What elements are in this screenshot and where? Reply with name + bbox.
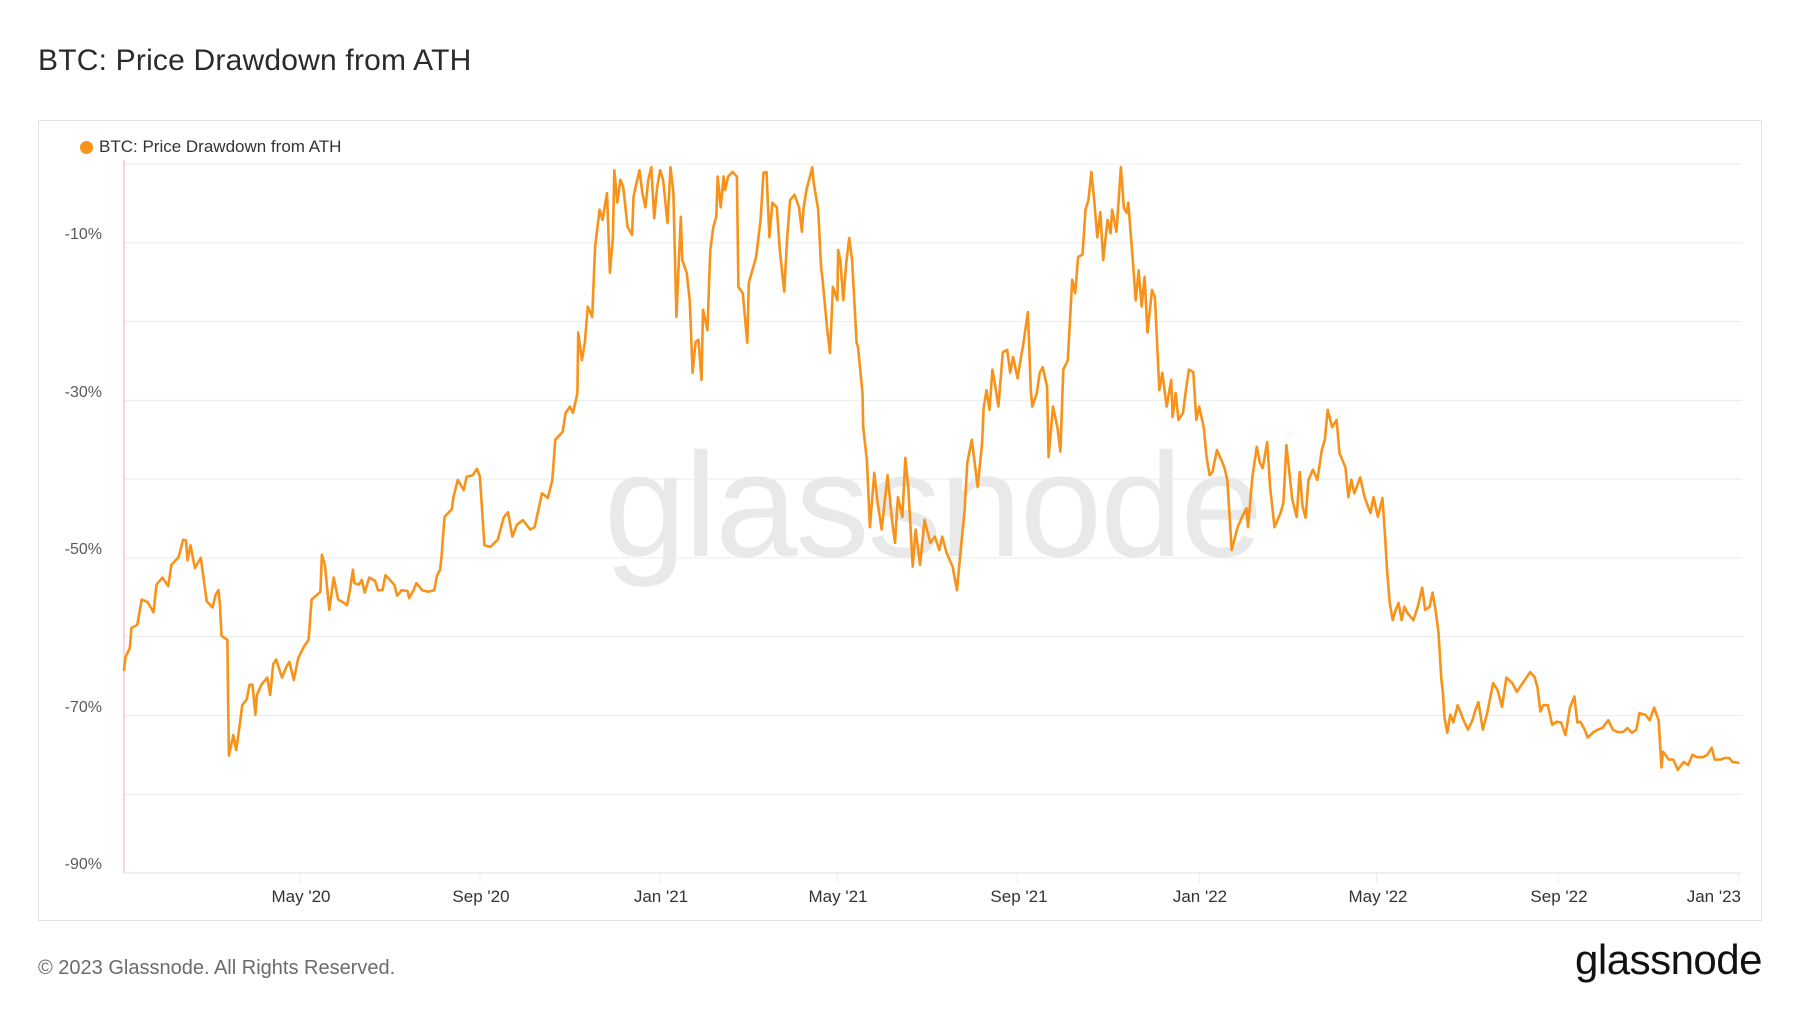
x-tick-label: Sep '20: [452, 887, 510, 906]
legend-item[interactable]: BTC: Price Drawdown from ATH: [80, 137, 341, 157]
x-tick-label: May '20: [271, 887, 331, 906]
x-tick-label: May '22: [1348, 887, 1408, 906]
page-title: BTC: Price Drawdown from ATH: [38, 44, 472, 77]
y-tick-label: -30%: [64, 384, 102, 401]
y-tick-label: -70%: [64, 699, 102, 716]
x-tick-label: Jan '22: [1172, 887, 1228, 906]
y-tick-label: -50%: [64, 541, 102, 558]
y-tick-label: -10%: [64, 226, 102, 243]
x-tick-label: May '21: [808, 887, 868, 906]
y-tick-label: -90%: [64, 856, 102, 873]
legend-dot-icon: [80, 140, 93, 154]
gridlines: [124, 163, 1742, 795]
copyright-text: © 2023 Glassnode. All Rights Reserved.: [38, 957, 396, 979]
x-tick-label: Jan '23: [1686, 887, 1741, 906]
legend-label: BTC: Price Drawdown from ATH: [99, 137, 342, 156]
glassnode-logo[interactable]: glassnode: [1575, 936, 1762, 983]
x-tick-label: Sep '22: [1530, 887, 1588, 906]
x-tick-label: Sep '21: [990, 887, 1048, 906]
watermark-logo: glassnode: [604, 423, 1263, 588]
x-axis-ticks: [299, 873, 1739, 883]
x-tick-label: Jan '21: [633, 887, 689, 906]
drawdown-line-series[interactable]: [122, 165, 1740, 772]
chart-container: [38, 120, 1762, 921]
